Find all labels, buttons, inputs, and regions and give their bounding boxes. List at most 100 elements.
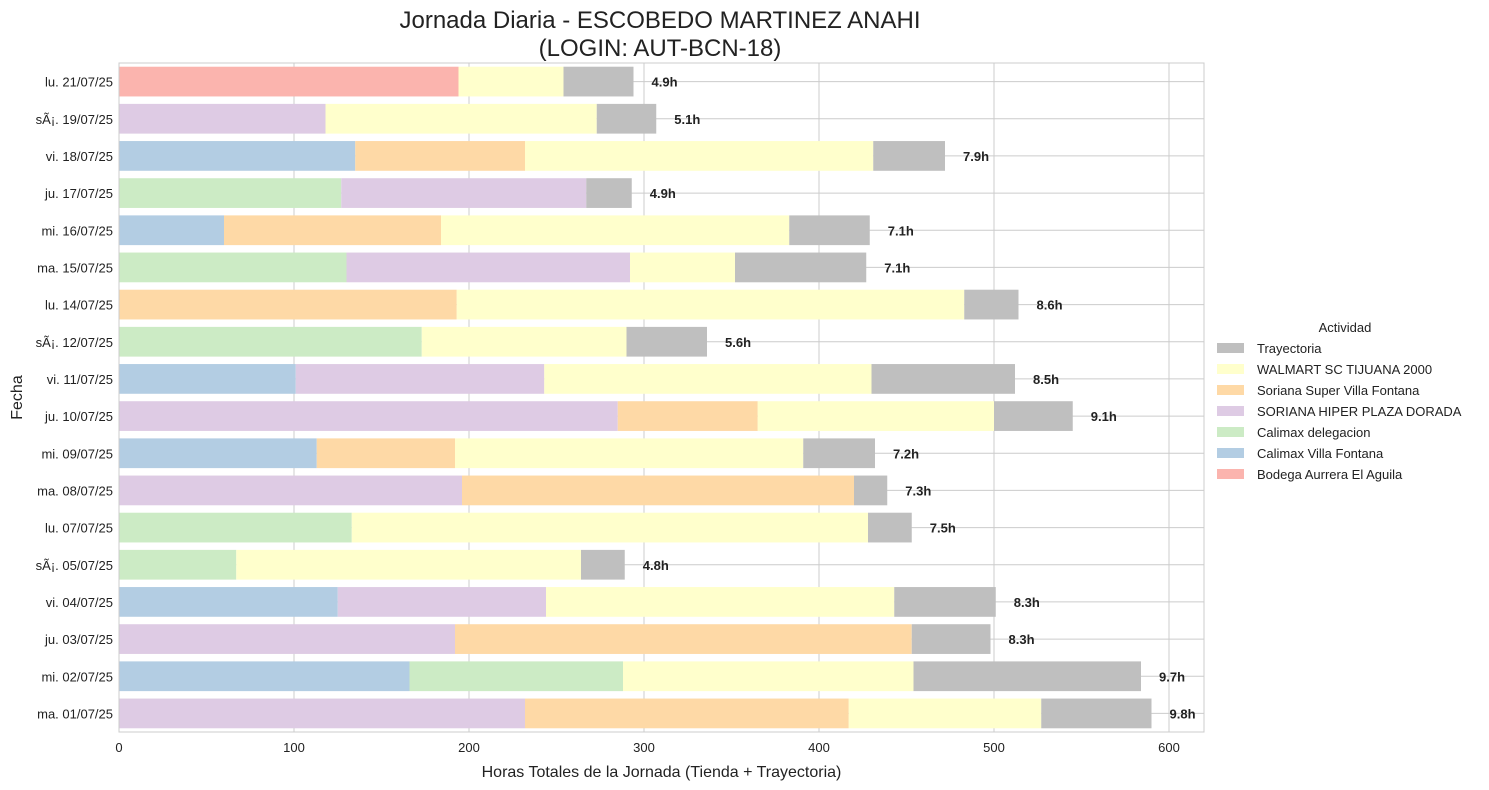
bar-segment [421,326,627,357]
y-tick-label: lu. 14/07/25 [45,298,113,313]
bar-total-label: 4.9h [650,186,676,201]
plot-background [119,63,1204,732]
bar-total-label: 8.3h [1014,595,1040,610]
bar-segment [757,401,994,431]
legend-swatch [1217,448,1244,458]
bar-segment [355,141,525,171]
bar-segment [119,326,422,357]
bar-segment [325,103,597,134]
bar-segment [455,438,804,469]
legend-swatch [1217,406,1244,416]
legend-label: Bodega Aurrera El Aguila [1257,467,1403,482]
bar-total-label: 7.1h [884,260,910,275]
bar-segment [119,512,352,543]
bar-total-label: 7.5h [930,521,956,536]
bar-segment [441,215,790,246]
x-axis-label: Horas Totales de la Jornada (Tienda + Tr… [482,764,842,781]
y-tick-label: ma. 08/07/25 [37,483,113,498]
bar-segment [119,141,356,171]
bar-segment [994,401,1073,431]
bar-segment [316,438,455,469]
bar-total-label: 4.9h [652,75,678,90]
bar-total-label: 5.1h [674,112,700,127]
bar-segment [456,289,965,320]
bar-segment [119,661,410,692]
y-tick-label: vi. 11/07/25 [47,372,113,387]
bar-segment [873,141,945,171]
bar-segment [458,66,564,97]
bar-segment [119,475,462,506]
x-tick-label: 300 [633,740,655,755]
bar-segment [871,364,1015,394]
bar-segment [119,549,237,580]
bar-segment [626,326,707,357]
x-tick-label: 0 [115,740,122,755]
y-tick-label: ju. 17/07/25 [44,186,113,201]
bar-segment [119,401,618,431]
bar-total-label: 7.3h [905,483,931,498]
legend-label: SORIANA HIPER PLAZA DORADA [1257,404,1462,419]
bar-total-label: 7.9h [963,149,989,164]
bar-segment [854,475,888,506]
bar-segment [119,624,455,654]
bar-total-label: 8.5h [1033,372,1059,387]
bar-segment [1041,698,1152,729]
bar-segment [803,438,875,469]
x-tick-label: 500 [983,740,1005,755]
bar-segment [563,66,634,97]
bar-segment [119,252,347,283]
legend-swatch [1217,385,1244,395]
x-tick-label: 400 [808,740,830,755]
x-tick-label: 600 [1158,740,1180,755]
y-tick-label: sÃ¡. 05/07/25 [36,558,113,573]
bar-segment [462,475,854,506]
bar-segment [546,587,895,617]
bar-segment [119,438,317,469]
bar-segment [630,252,735,283]
bar-segment [525,698,849,729]
bar-total-label: 9.7h [1159,669,1185,684]
y-tick-label: ju. 10/07/25 [44,409,113,424]
y-tick-label: sÃ¡. 19/07/25 [36,112,113,127]
bar-total-label: 9.1h [1091,409,1117,424]
y-axis-label: Fecha [9,375,26,420]
bar-segment [581,549,625,580]
bar-segment [455,624,912,654]
x-tick-label: 100 [283,740,305,755]
bar-segment [119,364,296,394]
bar-total-label: 5.6h [725,335,751,350]
bar-segment [964,289,1019,320]
bar-segment [119,289,457,320]
bar-segment [351,512,868,543]
bar-segment [119,66,459,97]
bar-segment [119,587,338,617]
bar-segment [341,178,587,208]
bar-segment [911,624,991,654]
y-tick-label: ma. 15/07/25 [37,260,113,275]
legend-swatch [1217,343,1244,353]
bar-total-label: 7.1h [888,223,914,238]
chart-title: Jornada Diaria - ESCOBEDO MARTINEZ ANAHI [399,7,921,34]
x-tick-label: 200 [458,740,480,755]
y-tick-label: mi. 16/07/25 [41,223,113,238]
y-tick-label: vi. 18/07/25 [46,149,113,164]
plot-frame [118,62,1205,733]
bar-segment [409,661,623,692]
y-tick-label: lu. 21/07/25 [45,75,113,90]
legend-label: Soriana Super Villa Fontana [1257,383,1420,398]
legend-label: Trayectoria [1257,341,1322,356]
bar-segment [735,252,867,283]
bar-segment [586,178,632,208]
bar-total-label: 8.6h [1037,298,1063,313]
legend-swatch [1217,364,1244,374]
bar-segment [346,252,630,283]
legend-label: WALMART SC TIJUANA 2000 [1257,362,1432,377]
bar-segment [894,587,996,617]
legend-label: Calimax Villa Fontana [1257,446,1384,461]
bar-segment [337,587,546,617]
y-tick-label: vi. 04/07/25 [46,595,113,610]
bar-segment [525,141,874,171]
bar-segment [913,661,1141,692]
